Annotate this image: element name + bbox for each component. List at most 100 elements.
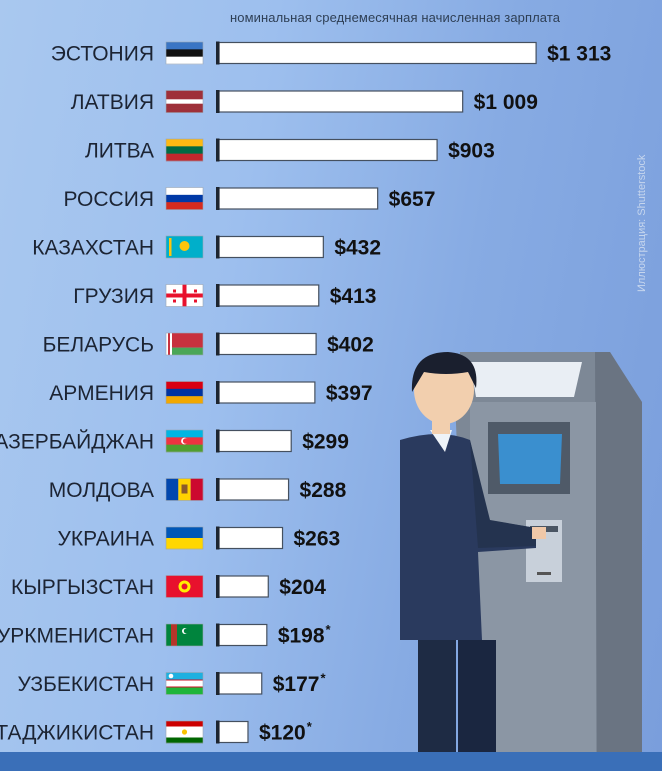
bar-row: ГРУЗИЯ $413 — [73, 284, 376, 308]
armenia-flag-icon — [165, 381, 204, 404]
salary-bar — [218, 381, 316, 404]
salary-bar — [218, 575, 269, 598]
moldova-flag-icon — [165, 478, 204, 501]
country-label: РОССИЯ — [64, 188, 154, 211]
bar-base-line — [216, 187, 220, 210]
tajikistan-flag-icon — [165, 720, 204, 744]
chart-title: номинальная среднемесячная начисленная з… — [230, 10, 561, 25]
salary-bar — [218, 138, 438, 162]
bar-base-line — [216, 672, 220, 695]
bar-base-line — [216, 429, 220, 453]
salary-bar — [218, 332, 317, 356]
salary-bar — [218, 90, 464, 113]
value-label: $299 — [302, 431, 349, 454]
value-label: $432 — [334, 237, 381, 260]
estonia-flag-icon — [165, 41, 204, 65]
bar-row: УКРАИНА $263 — [58, 526, 341, 551]
salary-bar — [218, 526, 284, 550]
value-label: $657 — [389, 188, 436, 211]
value-label: $1 313 — [547, 43, 611, 66]
bar-row: ЛИТВА $903 — [85, 138, 495, 163]
turkmenistan-flag-icon — [165, 623, 204, 647]
country-label: УЗБЕКИСТАН — [18, 673, 154, 696]
country-label: УКРАИНА — [58, 528, 154, 551]
value-label: $413 — [330, 285, 377, 308]
salary-bar — [218, 478, 290, 501]
georgia-flag-icon — [165, 284, 204, 307]
man-at-atm-icon — [400, 352, 546, 760]
azerbaijan-flag-icon — [165, 429, 204, 453]
bar-base-line — [216, 138, 220, 162]
value-label: $397 — [326, 382, 373, 405]
bar-row: АЗЕРБАЙДЖАН $299 — [0, 429, 349, 454]
country-label: АРМЕНИЯ — [49, 382, 154, 405]
value-label: $263 — [294, 528, 341, 551]
salary-bar — [218, 429, 292, 453]
value-label: $1 009 — [474, 91, 538, 114]
salary-bar — [218, 284, 320, 307]
footnote-asterisk: * — [307, 719, 313, 734]
ukraine-flag-icon — [165, 526, 204, 550]
value-label: $288 — [300, 479, 347, 502]
bar-base-line — [216, 90, 220, 113]
bar-base-line — [216, 235, 220, 259]
footnote-asterisk: * — [320, 671, 326, 686]
country-label: АЗЕРБАЙДЖАН — [0, 430, 154, 454]
value-label: $120 — [259, 722, 306, 745]
bar-row: БЕЛАРУСЬ $402 — [43, 332, 374, 357]
bar-row: УЗБЕКИСТАН $177 * — [18, 671, 327, 697]
bar-row: ТАДЖИКИСТАН $120 * — [0, 719, 313, 745]
value-label: $402 — [327, 334, 374, 357]
value-label: $198 — [278, 625, 325, 648]
value-label: $903 — [448, 140, 495, 163]
salary-bar — [218, 235, 324, 259]
country-label: ГРУЗИЯ — [73, 285, 154, 308]
country-label: БЕЛАРУСЬ — [43, 334, 154, 357]
bar-row: ЛАТВИЯ $1 009 — [71, 90, 538, 114]
bar-base-line — [216, 720, 220, 744]
bar-base-line — [216, 526, 220, 550]
salary-bar — [218, 623, 268, 647]
latvia-flag-icon — [165, 90, 204, 113]
bar-base-line — [216, 381, 220, 404]
bar-row: КАЗАХСТАН $432 — [32, 235, 381, 260]
bar-base-line — [216, 623, 220, 647]
salary-bar — [218, 187, 379, 210]
country-label: ЛИТВА — [85, 140, 154, 163]
country-label: КЫРГЫЗСТАН — [11, 576, 154, 599]
image-credit: Иллюстрация: Shutterstock — [636, 154, 648, 292]
kazakhstan-flag-icon — [165, 235, 204, 259]
bar-base-line — [216, 575, 220, 598]
atm-machine-icon — [455, 352, 642, 760]
salary-bar — [218, 672, 263, 695]
salary-bar — [218, 720, 249, 744]
bar-row: КЫРГЫЗСТАН $204 — [11, 575, 326, 599]
kyrgyzstan-flag-icon — [165, 575, 204, 598]
russia-flag-icon — [165, 187, 204, 210]
salary-bar — [218, 41, 537, 65]
bar-row: ЭСТОНИЯ $1 313 — [51, 41, 611, 66]
uzbekistan-flag-icon — [165, 672, 204, 695]
country-label: КАЗАХСТАН — [32, 237, 154, 260]
floor-strip — [0, 752, 662, 771]
bar-base-line — [216, 332, 220, 356]
belarus-flag-icon — [165, 332, 204, 356]
bar-base-line — [216, 478, 220, 501]
country-label: ТУРКМЕНИСТАН — [0, 625, 154, 648]
bar-base-line — [216, 41, 220, 65]
bar-row: РОССИЯ $657 — [64, 187, 436, 211]
value-label: $204 — [279, 576, 326, 599]
country-label: МОЛДОВА — [49, 479, 154, 502]
country-label: ЭСТОНИЯ — [51, 43, 154, 66]
lithuania-flag-icon — [165, 138, 204, 162]
value-label: $177 — [273, 673, 320, 696]
bar-base-line — [216, 284, 220, 307]
footnote-asterisk: * — [326, 622, 332, 637]
country-label: ЛАТВИЯ — [71, 91, 154, 114]
bar-row: АРМЕНИЯ $397 — [49, 381, 373, 405]
country-label: ТАДЖИКИСТАН — [0, 722, 154, 745]
bar-row: МОЛДОВА $288 — [49, 478, 347, 502]
bar-row: ТУРКМЕНИСТАН $198 * — [0, 622, 332, 648]
